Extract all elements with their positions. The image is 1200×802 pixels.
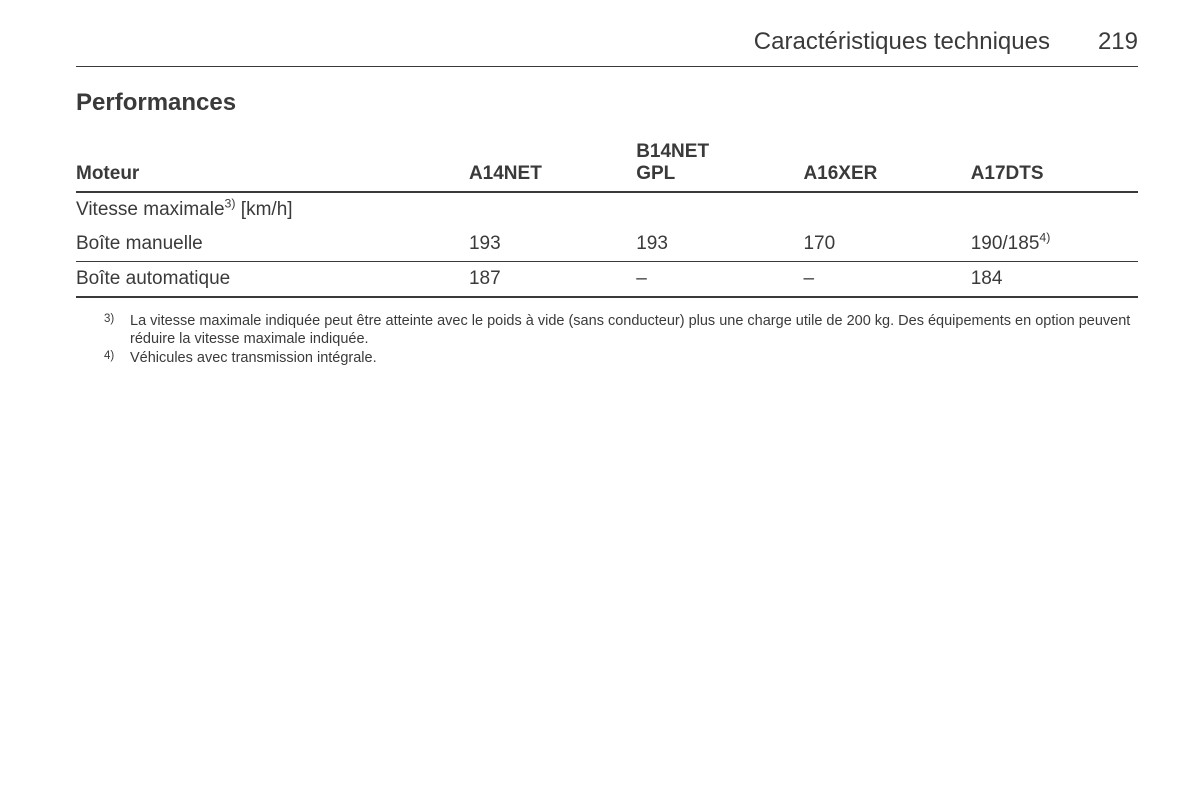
footnote-3-text: La vitesse maximale indiquée peut être a… [130,312,1138,348]
col-header-moteur: Moteur [76,135,469,192]
cell-auto-c2: – [636,262,803,298]
cell-manual-c1: 193 [469,227,636,262]
col-header-b14net-line1: B14NET [636,141,709,162]
section-title: Performances [76,89,1138,117]
subheader-prefix: Vitesse maximale [76,199,225,220]
footnote-4-mark: 4) [104,349,130,363]
table-row-auto: Boîte automatique 187 – – 184 [76,262,1138,298]
col-header-a14net: A14NET [469,135,636,192]
cell-manual-c2: 193 [636,227,803,262]
footnotes: 3) La vitesse maximale indiquée peut êtr… [76,312,1138,367]
subheader-sup: 3) [225,197,236,211]
page-header: Caractéristiques techniques 219 [76,28,1138,66]
cell-auto-c3: – [803,262,970,298]
cell-manual-c4-sup: 4) [1039,231,1050,245]
cell-manual-c3: 170 [803,227,970,262]
cell-auto-c4: 184 [971,262,1138,298]
cell-manual-c4: 190/1854) [971,227,1138,262]
cell-auto-c1: 187 [469,262,636,298]
table-subheader-row: Vitesse maximale3) [km/h] [76,192,1138,227]
cell-auto-label: Boîte automatique [76,262,469,298]
performance-table: Moteur A14NET B14NET GPL A16XER A17DTS V… [76,135,1138,298]
col-header-a17dts: A17DTS [971,135,1138,192]
cell-manual-label: Boîte manuelle [76,227,469,262]
subheader-vitesse-maximale: Vitesse maximale3) [km/h] [76,192,1138,227]
footnote-3-mark: 3) [104,312,130,326]
col-header-a16xer: A16XER [803,135,970,192]
chapter-title: Caractéristiques techniques [754,28,1050,56]
footnote-4-text: Véhicules avec transmission intégrale. [130,349,1138,367]
table-header-row: Moteur A14NET B14NET GPL A16XER A17DTS [76,135,1138,192]
page-number: 219 [1098,28,1138,56]
footnote-3: 3) La vitesse maximale indiquée peut êtr… [104,312,1138,348]
page-container: Caractéristiques techniques 219 Performa… [0,0,1200,367]
header-rule [76,66,1138,67]
col-header-b14net-line2: GPL [636,163,675,184]
col-header-b14net-gpl: B14NET GPL [636,135,803,192]
table-row-manual: Boîte manuelle 193 193 170 190/1854) [76,227,1138,262]
cell-manual-c4-main: 190/185 [971,233,1040,254]
subheader-suffix: [km/h] [236,199,293,220]
footnote-4: 4) Véhicules avec transmission intégrale… [104,349,1138,367]
